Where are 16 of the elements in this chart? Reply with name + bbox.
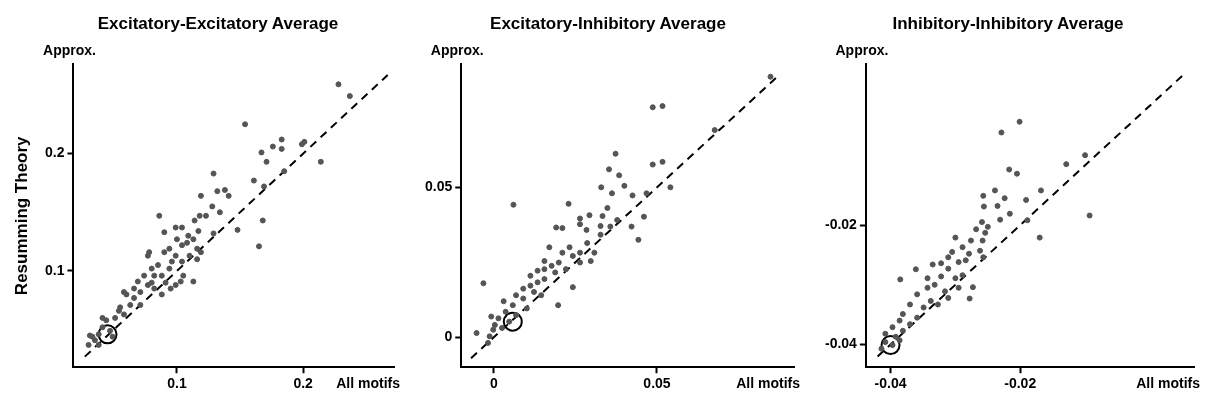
x-tick-label: 0 <box>489 375 498 392</box>
x-tick-label: -0.04 <box>874 375 907 392</box>
x-axis-title: All motifs <box>1136 375 1201 392</box>
x-tick-label: 0.2 <box>293 375 314 392</box>
chart-title: Excitatory-Inhibitory Average <box>490 13 726 33</box>
x-tick-label: -0.02 <box>1004 375 1037 392</box>
y-axis-title: Approx. <box>430 42 484 59</box>
y-axis-title: Approx. <box>835 42 889 59</box>
y-axis-title: Approx. <box>43 42 96 59</box>
x-axis-title: All motifs <box>736 375 801 392</box>
x-tick-label: 0.1 <box>167 375 187 392</box>
chart-title: Excitatory-Excitatory Average <box>97 13 339 33</box>
x-axis-title: All motifs <box>336 375 401 392</box>
x-tick-label: 0.05 <box>643 375 671 392</box>
text: Resumming Theory <box>11 135 31 296</box>
chart-title: Inhibitory-Inhibitory Average <box>892 13 1124 33</box>
